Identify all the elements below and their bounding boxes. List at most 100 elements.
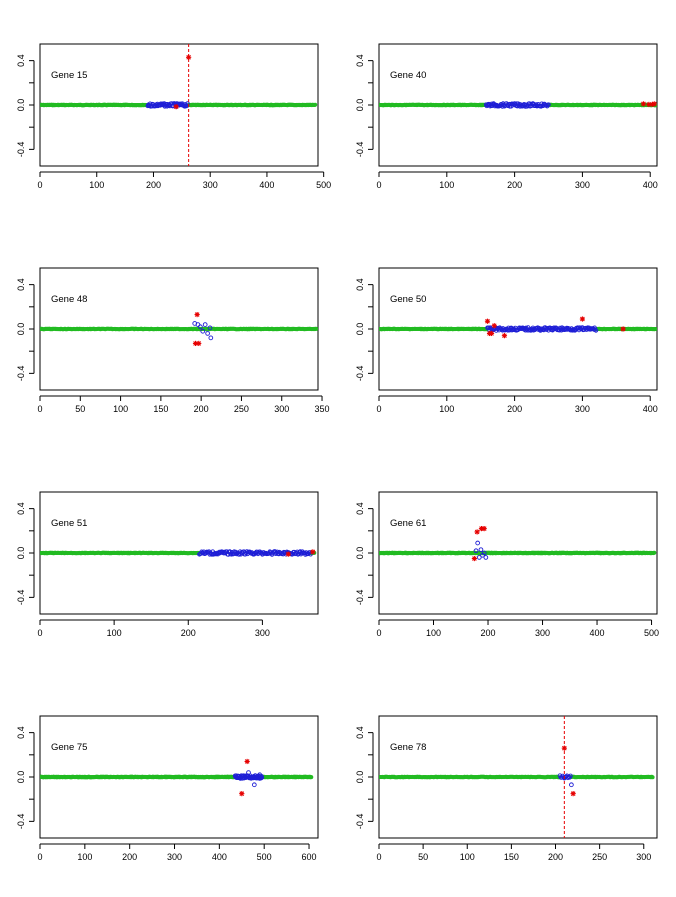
green-point	[314, 326, 318, 331]
x-tick-label: 100	[113, 404, 128, 414]
y-tick-label: 0.4	[355, 278, 365, 291]
x-tick-label: 250	[234, 404, 249, 414]
blue-point	[546, 102, 551, 107]
y-tick-label: 0.4	[355, 726, 365, 739]
blue-point	[483, 555, 489, 560]
blue-point	[569, 782, 574, 788]
x-tick-label: 200	[507, 180, 522, 190]
y-tick-label: 0.4	[16, 502, 26, 515]
panel-label: Gene 75	[51, 742, 87, 753]
x-tick-label: 400	[259, 180, 274, 190]
y-tick-label: 0.0	[16, 547, 26, 560]
y-tick-label: 0.0	[355, 99, 365, 112]
panel-gene-40: 0 100 200 300 400 -0.4 0.0 0.4 Gene 40	[355, 43, 658, 190]
data-layer	[40, 44, 318, 166]
x-tick-label: 200	[507, 404, 522, 414]
green-point	[313, 102, 318, 107]
red-point	[488, 330, 495, 337]
red-point	[239, 791, 245, 797]
y-tick-label: 0.4	[16, 54, 26, 67]
blue-point	[202, 322, 208, 327]
red-point	[620, 326, 626, 332]
y-tick-label: -0.4	[355, 142, 365, 158]
green-point	[652, 550, 657, 555]
x-tick-label: 0	[376, 628, 381, 638]
x-tick-label: 150	[504, 852, 519, 862]
x-tick-label: 100	[77, 852, 92, 862]
blue-point	[475, 540, 481, 546]
x-tick-label: 350	[315, 404, 330, 414]
y-tick-label: 0.4	[355, 54, 365, 67]
red-point	[570, 791, 576, 797]
panel-label: Gene 48	[51, 294, 87, 305]
x-tick-label: 200	[146, 180, 161, 190]
red-point	[310, 549, 316, 555]
y-tick-label: 0.4	[355, 502, 365, 515]
y-tick-label: 0.4	[16, 278, 26, 291]
panel-gene-50: 0 100 200 300 400 -0.4 0.0 0.4 Gene 50	[355, 267, 658, 414]
y-tick-label: 0.0	[16, 771, 26, 784]
blue-point	[246, 770, 251, 775]
red-point	[173, 104, 179, 110]
y-tick-label: -0.4	[16, 142, 26, 158]
panel-label: Gene 40	[390, 70, 426, 81]
data-layer	[379, 101, 657, 109]
panel-label: Gene 51	[51, 518, 87, 529]
x-tick-label: 400	[643, 404, 658, 414]
panel-gene-48: 0 50 100 150 200 250 300 350 -0.4 0.0 0.4 Gene 48	[16, 267, 330, 414]
green-point	[309, 775, 314, 780]
x-tick-label: 400	[212, 852, 227, 862]
x-tick-label: 500	[644, 628, 659, 638]
y-tick-label: -0.4	[16, 814, 26, 830]
y-tick-label: -0.4	[16, 366, 26, 382]
blue-point	[481, 550, 487, 556]
x-tick-label: 200	[181, 628, 196, 638]
x-tick-label: 400	[643, 180, 658, 190]
blue-point	[476, 555, 482, 560]
blue-point	[205, 331, 210, 336]
x-tick-label: 0	[37, 852, 42, 862]
y-tick-label: 0.0	[16, 99, 26, 112]
x-tick-label: 300	[575, 180, 590, 190]
red-point	[194, 311, 200, 318]
panel-gene-78: 0 50 100 150 200 250 300 -0.4 0.0 0.4 Gene 78	[355, 715, 658, 862]
panel-label: Gene 61	[390, 518, 426, 529]
blue-point	[478, 547, 484, 553]
panel-label: Gene 78	[390, 742, 426, 753]
blue-point	[593, 328, 599, 333]
x-tick-label: 200	[548, 852, 563, 862]
blue-point	[198, 324, 203, 330]
y-tick-label: -0.4	[355, 366, 365, 382]
panel-gene-51: 0 100 200 300 -0.4 0.0 0.4 Gene 51	[16, 491, 319, 638]
x-tick-label: 250	[592, 852, 607, 862]
blue-point	[251, 782, 257, 788]
y-tick-label: 0.0	[355, 323, 365, 336]
panel-gene-15: 0 100 200 300 400 500 -0.4 0.0 0.4 Gene 15	[16, 43, 331, 190]
x-tick-label: 300	[274, 404, 289, 414]
y-tick-label: -0.4	[355, 590, 365, 606]
x-tick-label: 0	[376, 180, 381, 190]
red-point	[501, 333, 508, 339]
x-tick-label: 200	[194, 404, 209, 414]
red-point	[186, 54, 192, 60]
panel-label: Gene 15	[51, 70, 87, 81]
data-layer	[40, 758, 314, 797]
x-tick-label: 300	[575, 404, 590, 414]
x-tick-label: 0	[376, 404, 381, 414]
x-tick-label: 300	[636, 852, 651, 862]
red-point	[285, 551, 291, 557]
blue-point	[185, 101, 190, 106]
red-point	[471, 555, 477, 562]
x-tick-label: 100	[426, 628, 441, 638]
blue-point	[200, 328, 206, 334]
x-tick-label: 150	[153, 404, 168, 414]
red-point	[244, 758, 250, 765]
panel-label: Gene 50	[390, 294, 426, 305]
y-tick-label: 0.0	[355, 771, 365, 784]
x-tick-label: 0	[376, 852, 381, 862]
data-layer	[40, 549, 317, 557]
data-layer	[379, 716, 655, 838]
x-tick-label: 100	[89, 180, 104, 190]
x-tick-label: 50	[75, 404, 85, 414]
